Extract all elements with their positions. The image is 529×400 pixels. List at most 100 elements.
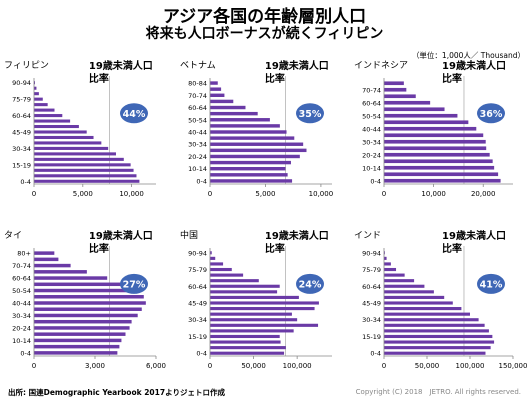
- annotation-label: 比率: [442, 242, 462, 255]
- y-tick-label: 20-24: [362, 151, 381, 159]
- bar: [210, 81, 218, 85]
- chart-indonesia: インドネシア 0-4 10-14 20-24 30-34 40-44 50-54 60-64 7…: [352, 56, 527, 204]
- chart-svg: インドネシア 0-4 10-14 20-24 30-34 40-44 50-54 60-64 7…: [354, 59, 513, 198]
- bar: [34, 141, 102, 145]
- bar: [34, 257, 59, 262]
- bar: [34, 338, 122, 343]
- x-tick-label: 100,000: [283, 362, 312, 370]
- chart-philippines: フィリピン 0-4 15-19 30-34 45-49 60-64 75-79 90-94 0 5…: [2, 56, 170, 204]
- annotation-label: 19歳未満人口: [442, 59, 506, 72]
- bar: [384, 290, 434, 294]
- bar: [210, 340, 281, 344]
- bar: [210, 301, 319, 305]
- bar: [34, 119, 71, 123]
- y-tick-label: 45-49: [188, 300, 207, 308]
- y-tick-label: 60-64: [188, 283, 207, 291]
- bar: [34, 307, 142, 311]
- bar: [210, 273, 244, 277]
- bar: [210, 290, 278, 294]
- bar: [210, 329, 294, 333]
- y-tick-label: 60-64: [362, 283, 381, 291]
- annotation-label: 19歳未満人口: [442, 229, 506, 242]
- chart-svg: インド 0-4 15-19 30-34 45-49 60-64 75-79 90-94 0 50,…: [354, 229, 527, 370]
- y-tick-label: 50-54: [362, 112, 381, 120]
- y-tick-label: 0-4: [196, 350, 207, 358]
- bar: [384, 120, 469, 125]
- y-tick-label: 0-4: [20, 349, 31, 357]
- ratio-bubble: [477, 103, 505, 124]
- y-tick-label: 90-94: [12, 79, 31, 87]
- chart-title: インドネシア: [354, 60, 408, 71]
- bar: [210, 142, 304, 146]
- chart-title: フィリピン: [4, 60, 49, 71]
- y-tick-label: 15-19: [188, 333, 207, 341]
- y-tick-label: 45-49: [12, 129, 31, 137]
- bar: [384, 346, 491, 350]
- bar: [34, 295, 144, 299]
- chart-thailand: タイ 0-4 10-14 20-24 30-34 40-44 50-54 60-64 70-74…: [2, 226, 170, 376]
- ratio-value: 27%: [123, 279, 146, 290]
- bar: [210, 111, 258, 116]
- annotation-label: 19歳未満人口: [265, 229, 329, 242]
- bar: [384, 262, 391, 266]
- page-subtitle: 将来も人口ボーナスが続くフィリピン: [145, 26, 384, 42]
- y-tick-label: 30-34: [12, 145, 31, 153]
- ratio-value: 35%: [299, 109, 322, 120]
- y-tick-label: 70-74: [188, 92, 207, 100]
- annotation-label: 19歳未満人口: [265, 59, 329, 72]
- y-tick-label: 40-44: [362, 125, 381, 133]
- bar: [34, 326, 130, 330]
- y-tick-label: 60-64: [12, 112, 31, 120]
- bar: [210, 118, 270, 122]
- bar: [34, 288, 136, 293]
- x-tick-label: 6,000: [146, 362, 166, 370]
- bar: [210, 279, 259, 283]
- x-tick-label: 0: [382, 190, 386, 198]
- bar: [210, 351, 285, 355]
- chart-svg: ベトナム 0-4 10-14 20-24 30-34 40-44 50-54 60-64 70-…: [180, 59, 333, 198]
- bar: [384, 113, 458, 118]
- y-tick-label: 30-34: [362, 138, 381, 146]
- bar: [384, 318, 479, 322]
- bar: [34, 351, 118, 355]
- bar: [384, 279, 415, 283]
- y-tick-label: 15-19: [362, 333, 381, 341]
- chart-china: 中国 0-4 15-19 30-34 45-49 60-64 75-79 90-94 0 50,0…: [178, 226, 346, 376]
- bar: [34, 152, 116, 156]
- x-tick-label: 100,000: [456, 362, 485, 370]
- bar: [384, 133, 484, 138]
- bar: [34, 157, 124, 161]
- chart-title: インド: [354, 231, 381, 241]
- bar: [384, 312, 470, 316]
- bar: [384, 334, 493, 339]
- bar: [384, 340, 495, 344]
- bar: [34, 251, 55, 255]
- x-tick-label: 5,000: [255, 190, 275, 198]
- y-tick-label: 0-4: [196, 177, 207, 185]
- bar: [210, 251, 212, 255]
- bar: [384, 146, 487, 151]
- bar: [34, 332, 126, 336]
- bar: [210, 256, 216, 260]
- bar: [384, 87, 407, 92]
- y-tick-label: 60-64: [12, 275, 31, 283]
- chart-svg: 中国 0-4 15-19 30-34 45-49 60-64 75-79 90-94 0 50,0…: [180, 229, 332, 370]
- bar: [384, 178, 501, 183]
- x-tick-label: 50,000: [415, 362, 440, 370]
- annotation-label: 比率: [265, 242, 285, 255]
- bar: [384, 165, 495, 170]
- bar: [34, 282, 124, 287]
- bar: [34, 270, 87, 274]
- bar: [34, 301, 146, 305]
- y-tick-label: 50-54: [12, 287, 31, 295]
- bar: [384, 256, 387, 260]
- x-tick-label: 0: [32, 190, 36, 198]
- chart-vietnam: ベトナム 0-4 10-14 20-24 30-34 40-44 50-54 60-64 70-…: [178, 56, 346, 204]
- y-tick-label: 45-49: [362, 300, 381, 308]
- y-tick-label: 75-79: [362, 266, 381, 274]
- x-tick-label: 0: [208, 190, 212, 198]
- bar: [34, 114, 63, 118]
- chart-title: 中国: [180, 229, 198, 241]
- y-tick-label: 30-34: [188, 316, 207, 324]
- bar: [210, 295, 299, 299]
